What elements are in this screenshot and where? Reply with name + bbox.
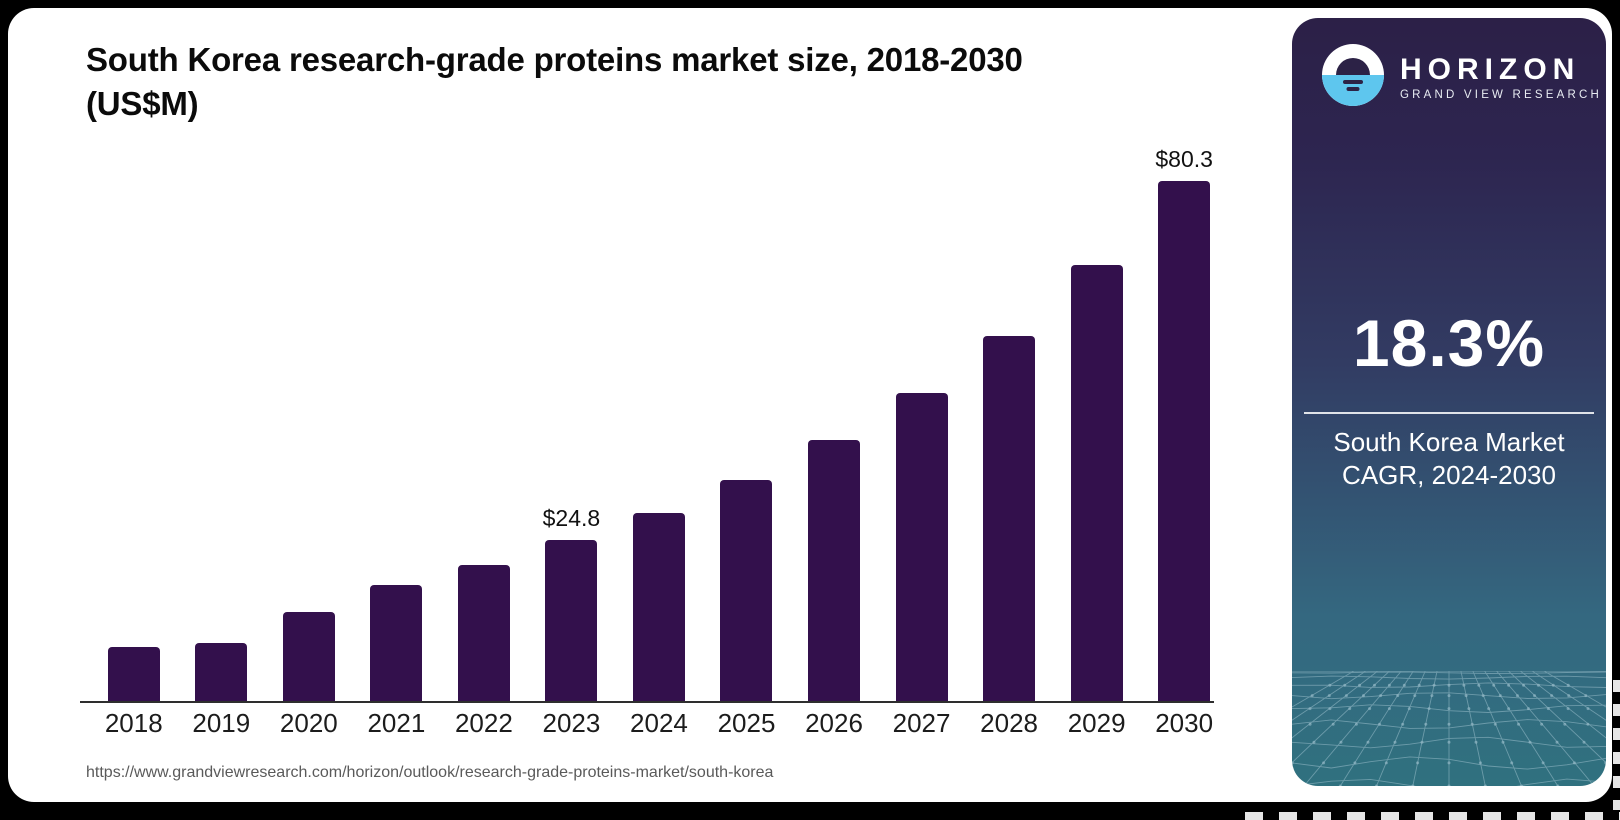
- bar-slot-2030: $80.3: [1140, 146, 1228, 701]
- bar-2021: [370, 585, 423, 701]
- bar-2024: [632, 513, 685, 701]
- bar-2020: [282, 611, 335, 701]
- x-label-2030: 2030: [1155, 708, 1214, 738]
- x-label-2029: 2029: [1067, 708, 1126, 738]
- bar-slot-2028: [965, 181, 1053, 701]
- bar-2028: [983, 335, 1036, 701]
- bar-2023: [545, 540, 598, 701]
- right-edge-dashes: [1613, 680, 1620, 810]
- x-label-2027: 2027: [892, 708, 951, 738]
- cagr-caption: South Korea Market CAGR, 2024-2030: [1292, 426, 1606, 493]
- bar-value-label-2023: $24.8: [542, 505, 601, 532]
- bar-2027: [895, 393, 948, 701]
- bar-slot-2022: [440, 181, 528, 701]
- brand-subtitle: GRAND VIEW RESEARCH: [1400, 89, 1603, 102]
- bar-2025: [720, 479, 773, 701]
- bar-2022: [457, 565, 510, 701]
- cagr-caption-line2: CAGR, 2024-2030: [1342, 460, 1556, 491]
- stat-divider: [1304, 412, 1594, 414]
- x-label-2020: 2020: [279, 708, 338, 738]
- bar-slot-2020: [265, 181, 353, 701]
- bar-slot-2021: [353, 181, 441, 701]
- wireframe-mesh-decoration: [1292, 671, 1606, 786]
- bar-2026: [808, 440, 861, 701]
- bar-slot-2025: [703, 181, 791, 701]
- bar-2030: [1158, 181, 1211, 701]
- x-label-2019: 2019: [192, 708, 251, 738]
- x-axis-labels: 2018 2019 2020 2021 2022 2023 2024 2025 2026 2027…: [90, 708, 1228, 739]
- bar-chart: $24.8 $80.3 2018 2019 2020 2021 2022 2023 2024 2…: [8, 8, 1248, 820]
- cagr-stat: 18.3%: [1292, 310, 1606, 376]
- bar-2018: [107, 647, 160, 701]
- bar-2029: [1070, 265, 1123, 701]
- x-axis-line: [80, 701, 1214, 703]
- x-label-2028: 2028: [980, 708, 1038, 738]
- logo-text: HORIZON GRAND VIEW RESEARCH: [1400, 54, 1602, 102]
- bar-slot-2024: [615, 181, 703, 701]
- x-label-2021: 2021: [367, 708, 426, 738]
- bar-slot-2027: [878, 181, 966, 701]
- x-label-2025: 2025: [717, 708, 776, 738]
- cagr-value: 18.3%: [1352, 306, 1546, 380]
- x-label-2018: 2018: [104, 708, 163, 738]
- bottom-edge-dashes: [1245, 812, 1620, 820]
- logo-row: HORIZON GRAND VIEW RESEARCH: [1322, 44, 1602, 111]
- source-url: https://www.grandviewresearch.com/horizo…: [86, 764, 774, 781]
- bar-2019: [195, 642, 248, 701]
- brand-sidebar: HORIZON GRAND VIEW RESEARCH 18.3% South …: [1292, 18, 1606, 786]
- bar-value-label-2030: $80.3: [1155, 146, 1213, 172]
- x-label-2023: 2023: [542, 708, 601, 738]
- bar-slot-2019: [178, 181, 266, 701]
- x-label-2024: 2024: [630, 708, 688, 738]
- bars-container: $24.8 $80.3: [90, 146, 1228, 701]
- x-label-2022: 2022: [454, 708, 513, 738]
- horizon-logo-icon: [1322, 44, 1384, 111]
- brand-name: HORIZON: [1400, 52, 1581, 86]
- bar-slot-2018: [90, 181, 178, 701]
- bar-slot-2026: [790, 181, 878, 701]
- bar-slot-2029: [1053, 181, 1141, 701]
- x-label-2026: 2026: [805, 708, 863, 738]
- bar-slot-2023: $24.8: [528, 181, 616, 701]
- cagr-caption-line1: South Korea Market: [1333, 427, 1565, 457]
- chart-title: South Korea research-grade proteins mark…: [86, 41, 1023, 122]
